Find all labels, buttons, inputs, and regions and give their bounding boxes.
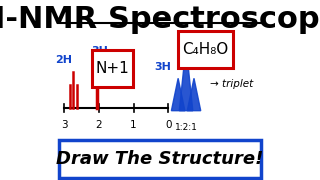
FancyBboxPatch shape [92,50,133,87]
Text: 0: 0 [165,120,172,130]
Text: 1: 1 [130,120,137,130]
Text: 3: 3 [61,120,68,130]
Text: 1:2:1: 1:2:1 [175,123,197,132]
Polygon shape [172,78,185,111]
Text: 3H: 3H [155,62,172,72]
FancyBboxPatch shape [178,31,233,68]
Text: 3H: 3H [92,46,109,56]
Text: 2: 2 [96,120,102,130]
Text: Draw The Structure!: Draw The Structure! [56,150,264,168]
Text: H-NMR Spectroscopy: H-NMR Spectroscopy [0,5,320,34]
Text: → triplet: → triplet [210,79,253,89]
Polygon shape [187,78,201,111]
FancyBboxPatch shape [59,140,261,178]
Text: N+1: N+1 [96,61,130,76]
Text: 2H: 2H [56,55,73,65]
Text: C₄H₈O: C₄H₈O [182,42,228,57]
Polygon shape [179,46,193,111]
